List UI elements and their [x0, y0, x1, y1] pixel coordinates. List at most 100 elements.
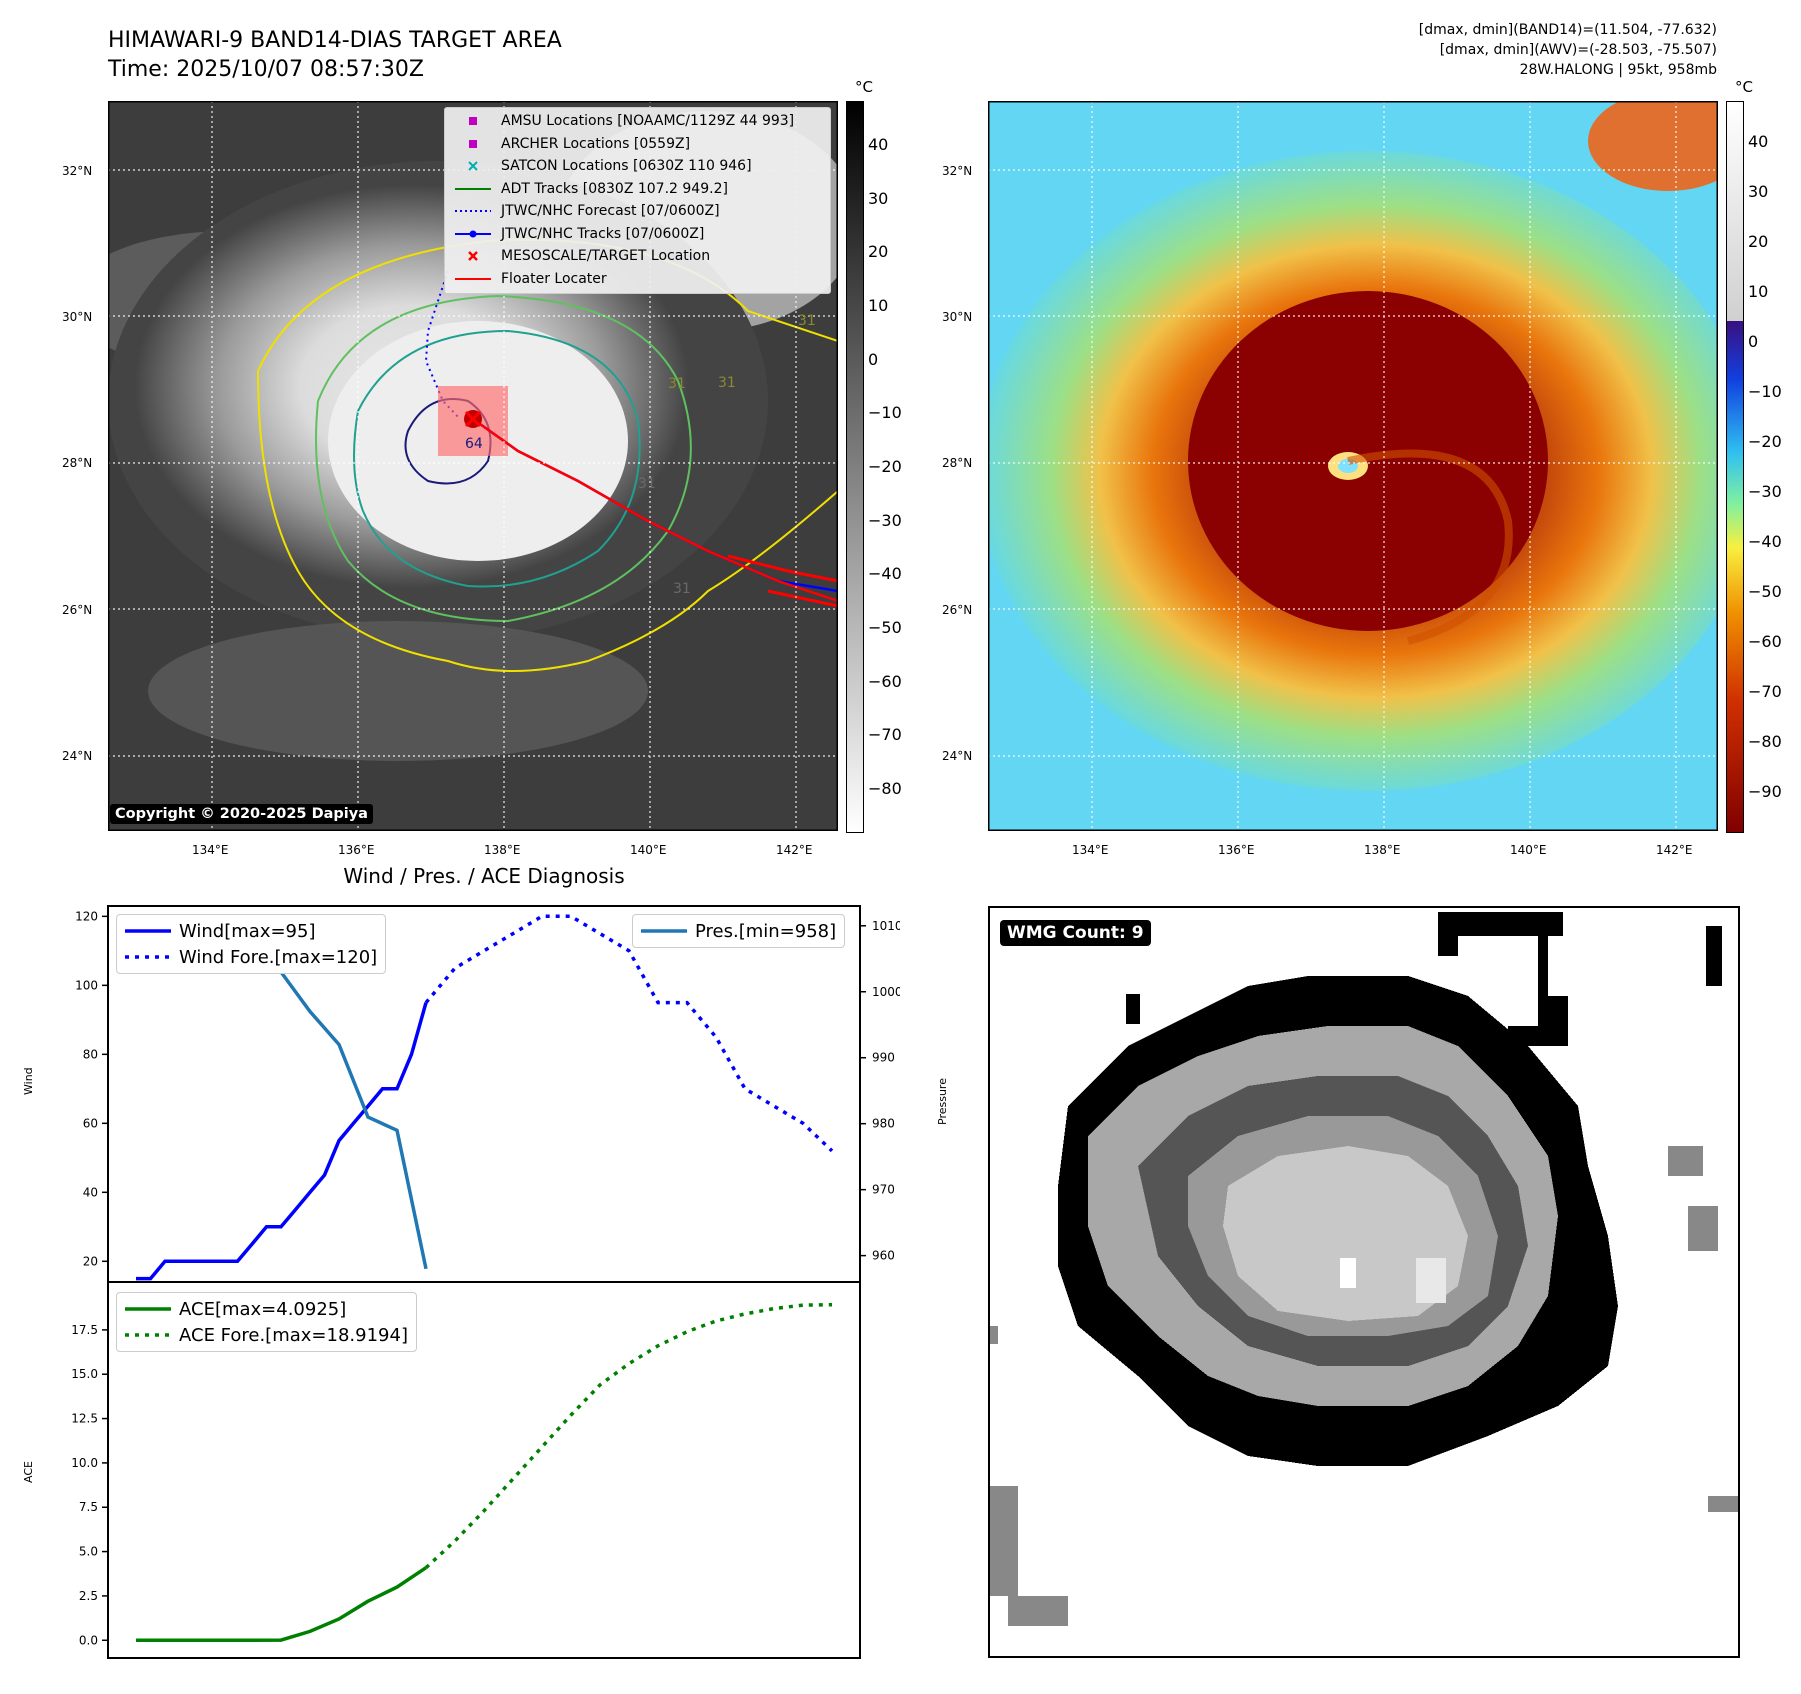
lon-label: 136°E — [338, 843, 375, 857]
colorbar-tick-label: −80 — [1748, 732, 1782, 751]
legend-line-icon — [453, 272, 493, 286]
contour-label: 31 — [668, 376, 686, 392]
y2-tick-label: 990 — [872, 1051, 895, 1065]
pressure-legend: Pres.[min=958] — [632, 914, 846, 948]
legend-line-icon — [125, 1307, 171, 1311]
wmg-image — [988, 906, 1740, 1658]
colorbar-tick-label: 10 — [1748, 282, 1769, 301]
y-tick-label: 120 — [75, 909, 98, 923]
y-tick-label: 5.0 — [79, 1545, 98, 1559]
left-map-panel: 64 31 31 31 31 31 AMSU Locations [NOAAMC… — [107, 100, 839, 832]
y-tick-label: 2.5 — [79, 1589, 98, 1603]
colorbar-tick-label: −10 — [1748, 382, 1782, 401]
colorbar-tick-label: 0 — [1748, 332, 1759, 351]
legend-x-icon — [453, 249, 493, 263]
right-map-image — [987, 100, 1719, 832]
colorbar-tick-label: 30 — [1748, 182, 1769, 201]
y2-tick-label: 960 — [872, 1249, 895, 1263]
legend-dotted-line-icon — [453, 204, 493, 218]
y-tick-label: 20 — [83, 1254, 98, 1268]
legend-entry: Floater Locater — [445, 268, 830, 291]
y-tick-label: 17.5 — [71, 1323, 98, 1337]
legend-entry: JTWC/NHC Forecast [07/0600Z] — [445, 200, 830, 223]
y-tick-label: 80 — [83, 1047, 98, 1061]
legend-label: Wind Fore.[max=120] — [179, 946, 378, 968]
y-tick-label: 40 — [83, 1185, 98, 1199]
legend-label: Wind[max=95] — [179, 920, 316, 942]
legend-entry: AMSU Locations [NOAAMC/1129Z 44 993] — [445, 110, 830, 133]
y-tick-label: 10.0 — [71, 1456, 98, 1470]
lat-label: 28°N — [62, 456, 93, 470]
colorbar-tick-label: 40 — [1748, 132, 1769, 151]
lat-label: 26°N — [942, 603, 973, 617]
lon-label: 142°E — [776, 843, 813, 857]
ace-axis-title: ACE — [22, 1461, 35, 1483]
legend-label: ARCHER Locations [0559Z] — [501, 135, 691, 152]
contour-label: 31 — [718, 375, 736, 391]
left-colorbar — [846, 101, 864, 833]
legend-line-icon — [453, 182, 493, 196]
series-line-wind-fore — [424, 914, 834, 1153]
colorbar-tick-label: −20 — [1748, 432, 1782, 451]
legend-dotted-line-icon — [125, 955, 171, 959]
colorbar-tick-label: 10 — [868, 295, 889, 315]
diagnosis-charts: 20 40 60 80 100 120 960 970 980 990 1000 1010 0.0 2.… — [0, 900, 903, 1690]
wmg-count-badge: WMG Count: 9 — [1000, 920, 1151, 946]
lon-label: 134°E — [1072, 843, 1109, 857]
series-line-ace — [136, 1566, 427, 1643]
lon-label: 138°E — [1364, 843, 1401, 857]
colorbar-tick-label: 40 — [868, 134, 889, 154]
legend-entry: ADT Tracks [0830Z 107.2 949.2] — [445, 178, 830, 201]
lon-label: 134°E — [192, 843, 229, 857]
legend-square-icon — [453, 114, 493, 128]
legend-entry: ACE[max=4.0925] — [125, 1296, 408, 1322]
title-line-1: HIMAWARI-9 BAND14-DIAS TARGET AREA — [108, 28, 562, 53]
contour-label: 31 — [673, 581, 691, 597]
info-line-2: [dmax, dmin](AWV)=(-28.503, -75.507) — [1439, 42, 1717, 58]
colorbar-tick-label: −10 — [868, 403, 902, 423]
lat-label: 24°N — [942, 749, 973, 763]
info-line-1: [dmax, dmin](BAND14)=(11.504, -77.632) — [1418, 22, 1717, 38]
wind-axis-title: Wind — [22, 1067, 35, 1095]
lat-label: 32°N — [62, 164, 93, 178]
legend-label: Floater Locater — [501, 270, 607, 287]
legend-label: SATCON Locations [0630Z 110 946] — [501, 158, 752, 175]
right-map-panel — [987, 100, 1719, 832]
colorbar-tick-label: −50 — [1748, 582, 1782, 601]
legend-entry: ARCHER Locations [0559Z] — [445, 133, 830, 156]
colorbar-tick-label: 20 — [1748, 232, 1769, 251]
y2-tick-label: 970 — [872, 1183, 895, 1197]
colorbar-tick-label: −70 — [1748, 682, 1782, 701]
y-tick-label: 7.5 — [79, 1500, 98, 1514]
lat-label: 30°N — [62, 310, 93, 324]
colorbar-unit: °C — [1735, 78, 1753, 96]
contour-label: 31 — [798, 313, 816, 329]
colorbar-tick-label: −50 — [868, 618, 902, 638]
lon-label: 142°E — [1656, 843, 1693, 857]
colorbar-tick-label: 20 — [868, 242, 889, 262]
lon-label: 136°E — [1218, 843, 1255, 857]
colorbar-tick-label: −80 — [868, 779, 902, 799]
ace-legend: ACE[max=4.0925] ACE Fore.[max=18.9194] — [116, 1292, 417, 1352]
legend-label: JTWC/NHC Forecast [07/0600Z] — [501, 203, 720, 220]
copyright-badge: Copyright © 2020-2025 Dapiya — [110, 804, 373, 824]
wind-legend: Wind[max=95] Wind Fore.[max=120] — [116, 914, 387, 974]
diagnosis-title: Wind / Pres. / ACE Diagnosis — [343, 864, 625, 888]
legend-label: AMSU Locations [NOAAMC/1129Z 44 993] — [501, 113, 795, 130]
legend-line-icon — [641, 929, 687, 933]
title-line-2: Time: 2025/10/07 08:57:30Z — [108, 57, 424, 82]
y2-tick-label: 1000 — [872, 985, 900, 999]
colorbar-tick-label: −40 — [1748, 532, 1782, 551]
wmg-panel: WMG Count: 9 — [988, 906, 1740, 1658]
colorbar-unit: °C — [855, 78, 873, 96]
colorbar-tick-label: 30 — [868, 188, 889, 208]
legend-label: Pres.[min=958] — [695, 920, 837, 942]
legend-label: MESOSCALE/TARGET Location — [501, 248, 711, 265]
legend-line-icon — [125, 929, 171, 933]
legend-entry: SATCON Locations [0630Z 110 946] — [445, 155, 830, 178]
lat-label: 26°N — [62, 603, 93, 617]
colorbar-tick-label: −30 — [868, 510, 902, 530]
colorbar-tick-label: −60 — [868, 671, 902, 691]
colorbar-tick-label: 0 — [868, 349, 879, 369]
y-tick-label: 0.0 — [79, 1633, 98, 1647]
